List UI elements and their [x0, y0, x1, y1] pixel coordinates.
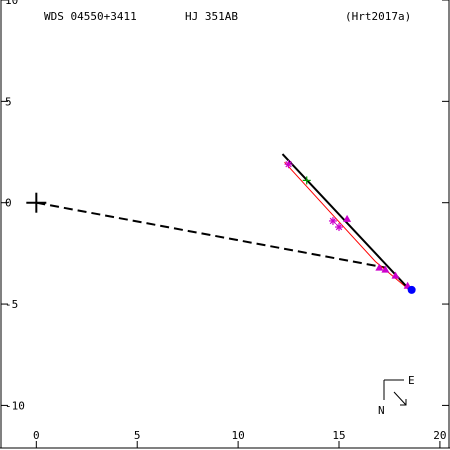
asterisk-stroke: [329, 217, 337, 225]
x-tick-label: 5: [134, 429, 141, 442]
x-tick-label: 20: [433, 429, 446, 442]
x-tick-label: 10: [231, 429, 244, 442]
asterisk-stroke: [335, 223, 343, 231]
y-tick-label: 10: [5, 0, 18, 7]
pair-name: HJ 351AB: [185, 10, 238, 23]
data-layer: [26, 153, 416, 294]
y-tick-label: 5: [5, 95, 12, 108]
compass: E N: [378, 374, 415, 417]
motion-arrow-shaft: [393, 391, 407, 406]
measurement-asterisk: [284, 160, 293, 169]
measurement-triangle: [375, 263, 384, 271]
motion-arrow-head: [400, 399, 407, 406]
measurement-asterisk: [335, 223, 344, 232]
y-tick-label: 0: [5, 197, 12, 210]
asterisk-stroke: [285, 160, 292, 168]
x-tick-label: 15: [332, 429, 345, 442]
measurement-plus: [302, 176, 311, 185]
measurement-asterisk: [328, 216, 337, 225]
measurement-triangle: [343, 214, 352, 222]
y-tick-label: -5: [5, 298, 18, 311]
measurement-triangle: [391, 271, 400, 279]
measurement-triangle: [381, 265, 390, 273]
wds-identifier: WDS 04550+3411: [44, 10, 137, 23]
reference: (Hrt2017a): [345, 10, 411, 23]
x-tick-label: 0: [33, 429, 40, 442]
compass-east-label: E: [408, 374, 415, 387]
dashed-connector-line: [36, 201, 386, 269]
y-tick-label: -10: [5, 399, 25, 412]
compass-north-label: N: [378, 404, 385, 417]
current-position-dot: [407, 285, 416, 294]
orbit-line: [281, 153, 413, 293]
